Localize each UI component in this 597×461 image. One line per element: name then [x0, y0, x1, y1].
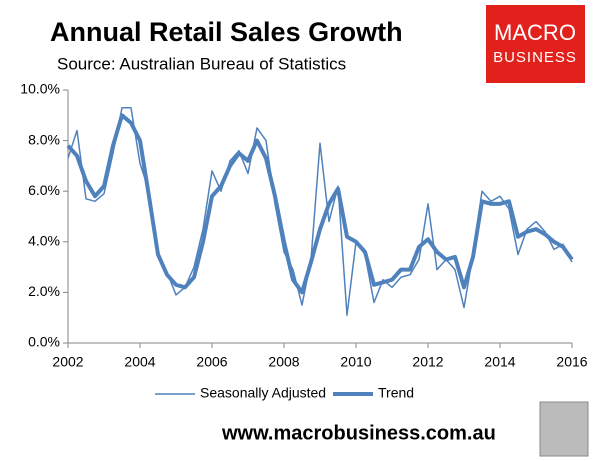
x-tick-label: 2012 [412, 354, 443, 370]
x-tick-label: 2008 [268, 354, 299, 370]
y-tick-label: 6.0% [28, 182, 60, 198]
footer-url: www.macrobusiness.com.au [221, 422, 496, 444]
chart-subtitle: Source: Australian Bureau of Statistics [57, 54, 346, 73]
wolf-image [539, 401, 589, 457]
legend-label: Seasonally Adjusted [200, 385, 326, 401]
y-tick-label: 4.0% [28, 233, 60, 249]
x-tick-label: 2016 [556, 354, 587, 370]
x-tick-label: 2014 [484, 354, 515, 370]
series-line [67, 106, 573, 316]
x-tick-label: 2010 [340, 354, 371, 370]
chart-title: Annual Retail Sales Growth [50, 17, 403, 47]
y-tick-label: 2.0% [28, 283, 60, 299]
legend-label: Trend [378, 385, 414, 401]
y-tick-label: 10.0% [20, 81, 60, 97]
logo-box [486, 5, 585, 83]
y-tick-label: 0.0% [28, 334, 60, 350]
x-tick-label: 2006 [196, 354, 227, 370]
x-tick-label: 2002 [52, 354, 83, 370]
logo-text: MACRO [494, 20, 576, 45]
logo-text: BUSINESS [493, 49, 577, 66]
y-tick-label: 8.0% [28, 131, 60, 147]
series-line [66, 113, 574, 295]
x-tick-label: 2004 [124, 354, 155, 370]
